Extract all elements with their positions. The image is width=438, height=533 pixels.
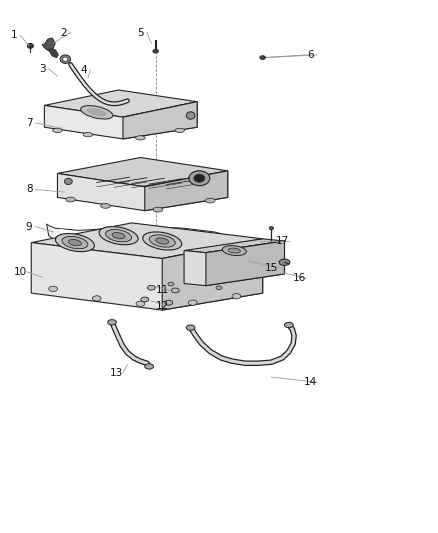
Ellipse shape (136, 301, 145, 306)
Ellipse shape (148, 285, 155, 290)
Ellipse shape (156, 238, 169, 244)
Polygon shape (46, 224, 247, 248)
Ellipse shape (153, 50, 159, 53)
Text: 5: 5 (137, 28, 144, 38)
Ellipse shape (27, 44, 33, 49)
Ellipse shape (285, 322, 293, 328)
Ellipse shape (63, 57, 68, 61)
Ellipse shape (186, 112, 195, 119)
Ellipse shape (106, 230, 131, 242)
Ellipse shape (189, 171, 210, 185)
Text: 15: 15 (265, 263, 278, 272)
Text: 1: 1 (11, 30, 17, 41)
Text: 9: 9 (26, 222, 32, 232)
Ellipse shape (228, 248, 240, 253)
Ellipse shape (81, 106, 113, 119)
Text: 17: 17 (276, 236, 289, 246)
Ellipse shape (136, 136, 145, 140)
Ellipse shape (53, 128, 62, 133)
Ellipse shape (165, 300, 173, 305)
Text: 8: 8 (26, 184, 32, 195)
Polygon shape (184, 241, 285, 286)
Polygon shape (44, 90, 197, 117)
Ellipse shape (216, 286, 222, 289)
Text: 10: 10 (14, 267, 27, 277)
Polygon shape (57, 171, 228, 211)
Polygon shape (31, 239, 263, 310)
Text: 7: 7 (26, 118, 32, 128)
Polygon shape (162, 239, 263, 310)
Polygon shape (49, 49, 58, 58)
Polygon shape (60, 229, 237, 244)
Polygon shape (31, 223, 263, 259)
Ellipse shape (143, 232, 182, 250)
Ellipse shape (141, 297, 149, 302)
Polygon shape (145, 171, 228, 211)
Ellipse shape (175, 128, 184, 133)
Ellipse shape (194, 174, 205, 182)
Text: 3: 3 (39, 64, 46, 74)
Ellipse shape (232, 294, 241, 299)
Polygon shape (57, 158, 228, 187)
Ellipse shape (101, 204, 110, 208)
Text: 16: 16 (293, 273, 307, 283)
Text: 4: 4 (80, 65, 87, 75)
Text: 6: 6 (307, 50, 314, 60)
Text: 11: 11 (155, 286, 169, 295)
Ellipse shape (186, 325, 195, 330)
Ellipse shape (108, 320, 117, 325)
Ellipse shape (188, 300, 197, 305)
Text: 2: 2 (61, 28, 67, 38)
Ellipse shape (92, 296, 101, 301)
Ellipse shape (112, 232, 125, 239)
Ellipse shape (68, 239, 81, 246)
Text: 14: 14 (304, 377, 317, 387)
Ellipse shape (260, 56, 265, 60)
Ellipse shape (145, 364, 153, 369)
Ellipse shape (149, 235, 175, 247)
Text: 12: 12 (155, 301, 169, 311)
Ellipse shape (153, 207, 162, 212)
Ellipse shape (62, 236, 88, 249)
Ellipse shape (269, 227, 274, 230)
Ellipse shape (205, 198, 215, 203)
Ellipse shape (171, 288, 179, 293)
Ellipse shape (279, 259, 290, 265)
Ellipse shape (56, 233, 95, 252)
Polygon shape (206, 241, 285, 286)
Ellipse shape (87, 108, 106, 116)
Polygon shape (44, 102, 197, 139)
Ellipse shape (66, 197, 75, 202)
Polygon shape (123, 102, 197, 139)
Ellipse shape (223, 246, 246, 255)
Ellipse shape (99, 227, 138, 245)
Ellipse shape (60, 55, 71, 63)
Polygon shape (42, 38, 55, 51)
Ellipse shape (168, 282, 174, 286)
Ellipse shape (49, 286, 57, 292)
Polygon shape (184, 239, 285, 253)
Text: 13: 13 (110, 368, 123, 378)
Ellipse shape (83, 133, 93, 137)
Ellipse shape (64, 178, 72, 184)
